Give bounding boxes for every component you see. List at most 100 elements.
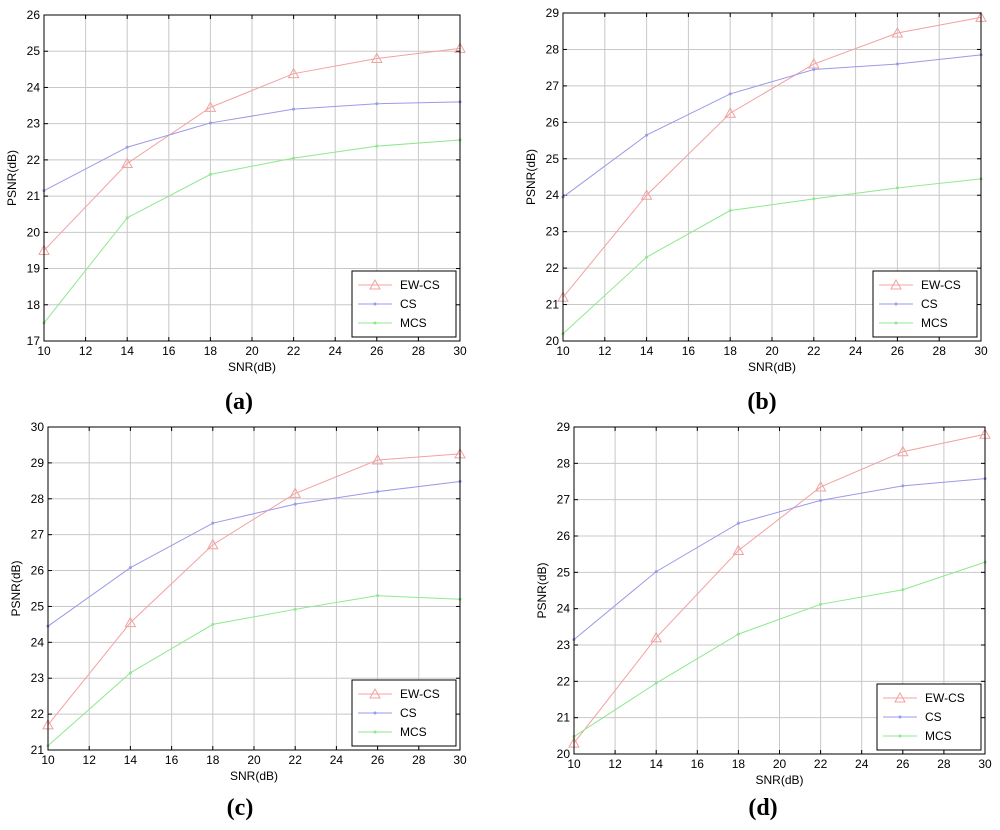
data-point-cs [819, 498, 823, 502]
data-point-cs [376, 490, 380, 494]
legend-marker [373, 711, 377, 715]
legend-marker [369, 687, 381, 699]
chart-panel-d: 10 12 14 16 18 20 22 24 26 28 30 20 21 22 23 24 25 26 27 28… [535, 420, 992, 821]
data-point-mcs [293, 607, 297, 611]
x-tick-label: 30 [974, 344, 988, 358]
series-line-cs [562, 54, 982, 198]
data-point-cs [728, 92, 732, 96]
data-point-mcs [645, 255, 649, 259]
legend-marker [894, 321, 898, 325]
y-tick-label: 26 [546, 115, 560, 129]
x-tick-label: 18 [732, 757, 746, 771]
data-point-ew-cs [370, 52, 383, 63]
y-tick-label: 24 [31, 635, 45, 649]
y-tick-label: 28 [546, 42, 560, 56]
chart-panel-a: 10 12 14 16 18 20 22 24 26 28 30 17 18 19 20 21 22 23 24 25… [5, 8, 467, 415]
series-line-ew-cs [573, 433, 986, 744]
y-tick-label: 23 [31, 671, 45, 685]
x-tick-label: 28 [933, 344, 947, 358]
y-tick-label: 29 [546, 6, 560, 20]
x-tick-label: 12 [79, 344, 93, 358]
x-tick-label: 22 [814, 757, 828, 771]
data-point-ew-cs [121, 157, 134, 169]
data-point-cs [208, 121, 212, 125]
data-point-mcs [128, 671, 132, 675]
legend-marker [369, 278, 381, 290]
x-tick-label: 20 [773, 757, 787, 771]
y-tick-label: 17 [27, 334, 41, 348]
legend-label: EW-CS [921, 278, 961, 292]
x-tick-label: 22 [807, 344, 821, 358]
y-tick-label: 25 [31, 599, 45, 613]
data-point-ew-cs [732, 544, 745, 556]
data-point-mcs [901, 588, 905, 592]
x-axis-label: SNR(dB) [755, 773, 803, 787]
x-tick-label: 18 [204, 344, 218, 358]
x-tick-label: 30 [453, 344, 467, 358]
legend-label: EW-CS [925, 691, 965, 705]
series-line-cs [47, 481, 461, 627]
panel-caption: (a) [225, 389, 253, 415]
data-point-mcs [654, 681, 658, 685]
x-tick-label: 28 [412, 753, 426, 767]
y-tick-label: 20 [546, 334, 560, 348]
data-point-ew-cs [724, 107, 737, 118]
x-axis-label: SNR(dB) [230, 769, 278, 783]
y-tick-label: 25 [557, 565, 571, 579]
series-line-mcs [47, 595, 461, 747]
y-tick-label: 23 [27, 117, 41, 131]
y-tick-label: 24 [546, 188, 560, 202]
data-point-mcs [812, 197, 816, 201]
legend-marker [890, 278, 902, 290]
x-tick-label: 28 [937, 757, 951, 771]
data-point-mcs [208, 172, 212, 176]
y-tick-label: 22 [27, 153, 41, 167]
data-point-mcs [736, 632, 740, 636]
legend-label: CS [921, 297, 938, 311]
y-tick-label: 25 [546, 152, 560, 166]
panel-caption: (b) [747, 389, 776, 415]
x-tick-label: 12 [598, 344, 612, 358]
data-point-mcs [895, 186, 899, 190]
x-tick-label: 20 [247, 753, 261, 767]
data-point-ew-cs [891, 27, 904, 38]
y-tick-label: 18 [27, 298, 41, 312]
x-tick-label: 12 [608, 757, 622, 771]
data-point-cs [736, 521, 740, 525]
series-line-mcs [573, 561, 986, 737]
legend-marker [373, 302, 377, 306]
legend-marker [898, 715, 902, 719]
x-tick-label: 26 [896, 757, 910, 771]
data-point-ew-cs [640, 189, 653, 200]
legend-label: MCS [921, 316, 948, 330]
data-point-ew-cs [206, 538, 219, 550]
data-point-cs [375, 102, 379, 106]
data-point-cs [211, 521, 215, 525]
data-point-mcs [375, 144, 379, 148]
data-point-mcs [376, 594, 380, 598]
legend-label: MCS [400, 725, 427, 739]
y-tick-label: 27 [31, 528, 45, 542]
series-line-mcs [43, 139, 461, 324]
legend-label: CS [400, 297, 417, 311]
legend-marker [898, 734, 902, 738]
plot-frame [573, 426, 986, 755]
x-tick-label: 24 [855, 757, 869, 771]
x-tick-label: 22 [289, 753, 303, 767]
data-point-cs [654, 570, 658, 574]
x-tick-label: 18 [724, 344, 738, 358]
x-tick-label: 26 [371, 753, 385, 767]
y-tick-label: 26 [27, 8, 41, 22]
data-point-ew-cs [371, 453, 384, 465]
y-axis-label: PSNR(dB) [524, 149, 538, 205]
y-tick-label: 23 [546, 225, 560, 239]
y-tick-label: 30 [31, 420, 45, 434]
y-tick-label: 29 [31, 456, 45, 470]
y-tick-label: 23 [557, 638, 571, 652]
x-tick-label: 14 [121, 344, 135, 358]
x-tick-label: 30 [978, 757, 992, 771]
x-axis-label: SNR(dB) [228, 360, 276, 374]
legend-label: CS [400, 706, 417, 720]
y-tick-label: 21 [31, 743, 45, 757]
x-tick-label: 14 [640, 344, 654, 358]
